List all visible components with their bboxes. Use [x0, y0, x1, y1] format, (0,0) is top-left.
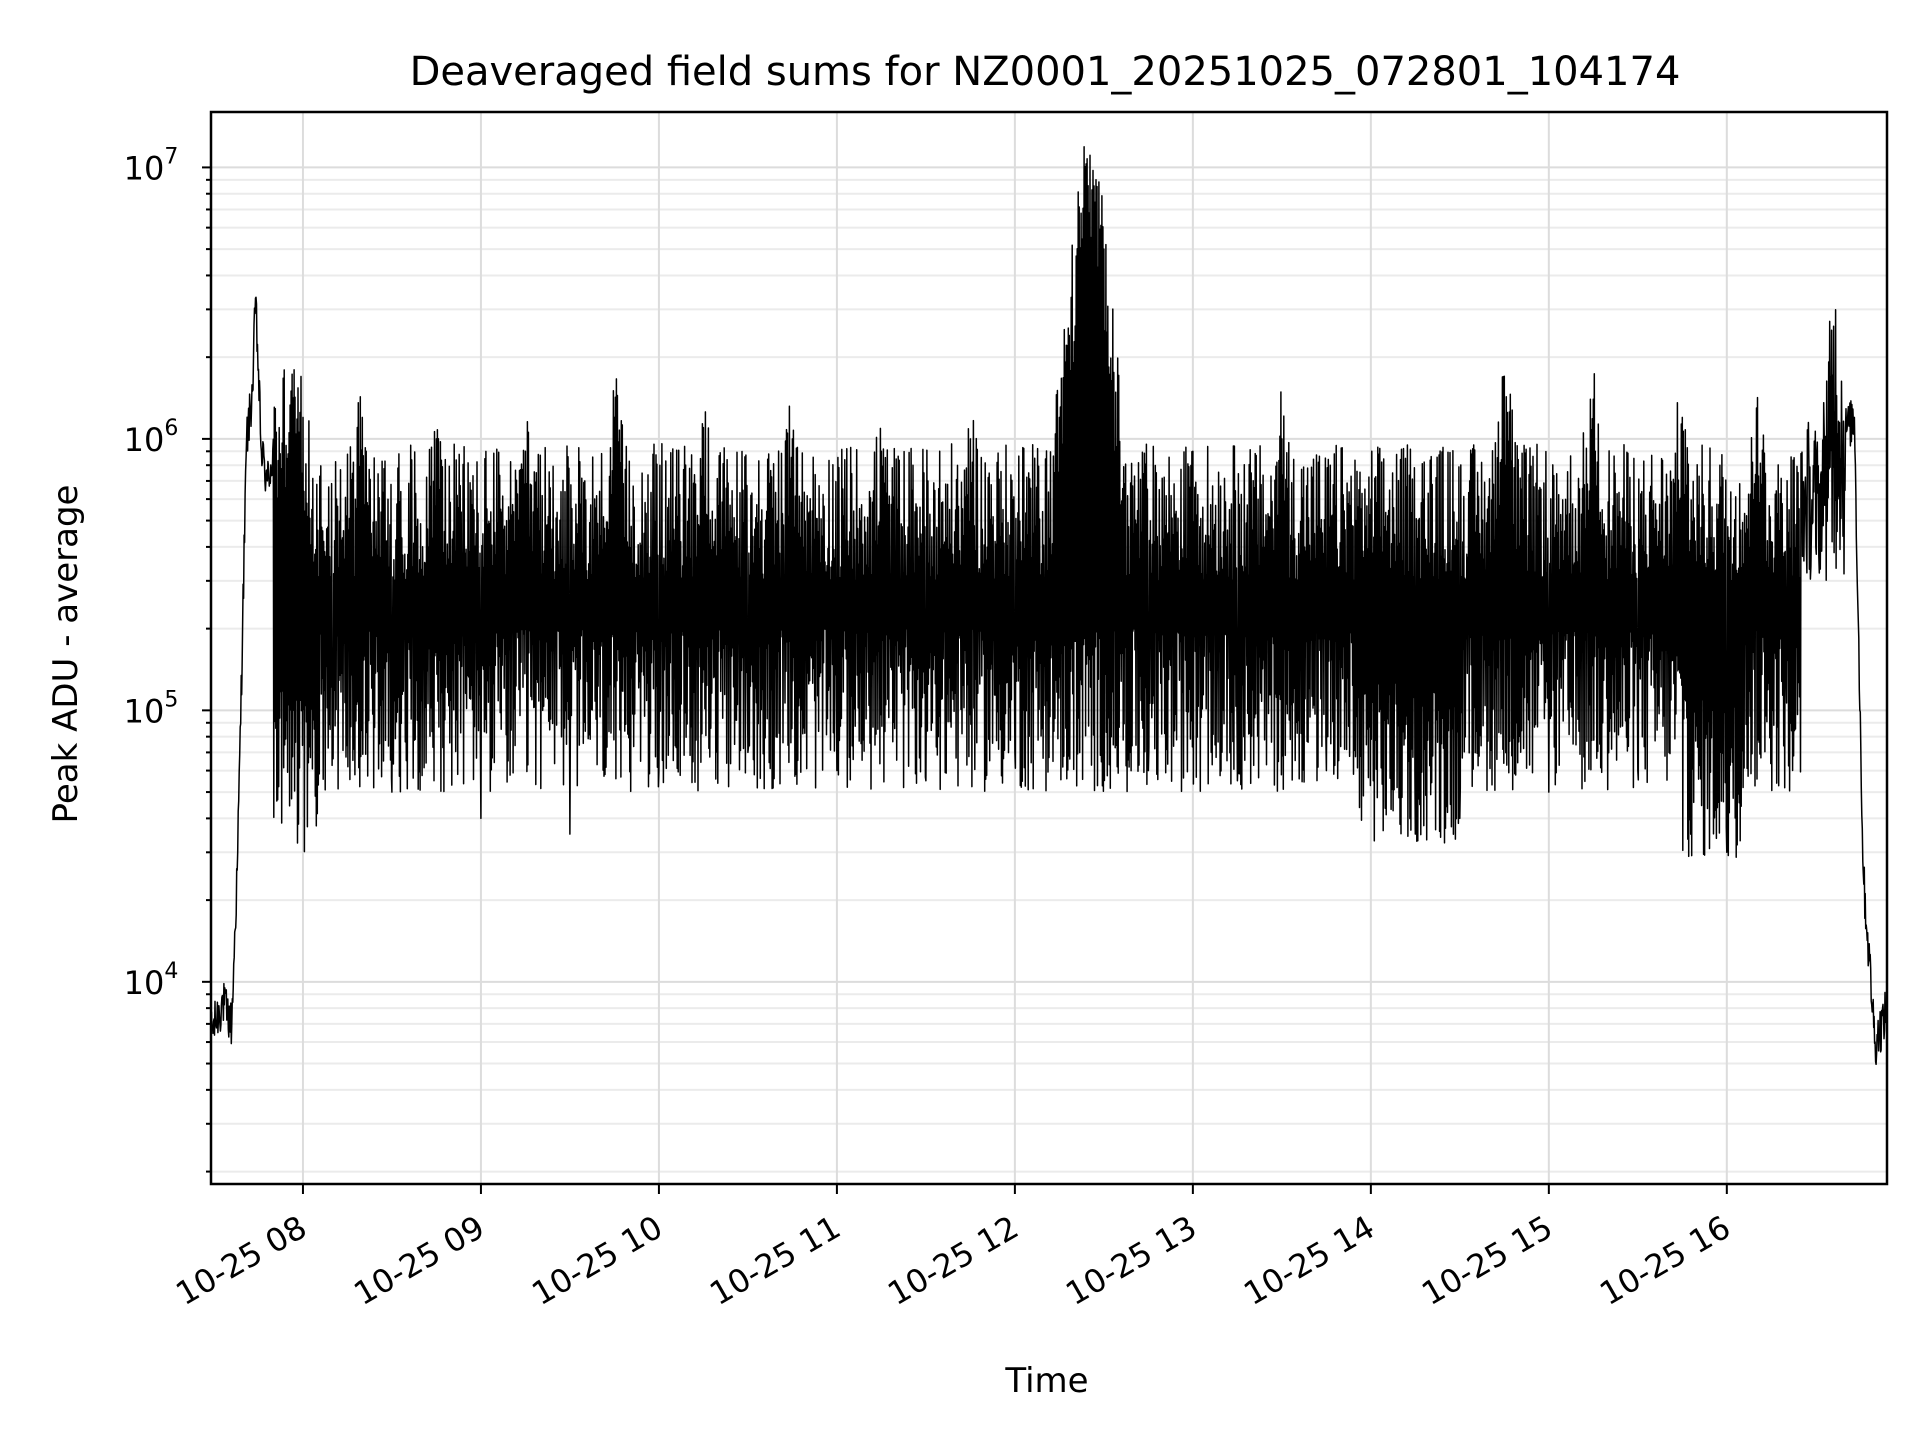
series-layer: [210, 146, 1888, 1066]
x-tick-label: 10-25 10: [525, 1208, 669, 1313]
y-tick-label: 105: [124, 687, 179, 730]
plot-frame: [209, 110, 1889, 1186]
y-tick-label: 104: [124, 959, 179, 1002]
x-tick-label: 10-25 13: [1059, 1208, 1203, 1313]
x-tick-label: 10-25 15: [1415, 1208, 1559, 1313]
y-axis-label: Peak ADU - average: [46, 485, 86, 824]
x-tick-label: 10-25 12: [881, 1208, 1025, 1313]
x-tick-label: 10-25 11: [703, 1208, 847, 1313]
x-axis-label: Time: [1004, 1361, 1088, 1401]
x-tick-label: 10-25 14: [1237, 1208, 1381, 1313]
chart-title: Deaveraged field sums for NZ0001_2025102…: [410, 49, 1681, 95]
x-tick-label: 10-25 16: [1593, 1208, 1737, 1313]
series-line: [210, 146, 1888, 1066]
y-tick-label: 106: [124, 416, 179, 459]
x-tick-label: 10-25 09: [347, 1208, 491, 1313]
y-tick-label: 107: [124, 144, 179, 187]
x-tick-label: 10-25 08: [169, 1208, 313, 1313]
